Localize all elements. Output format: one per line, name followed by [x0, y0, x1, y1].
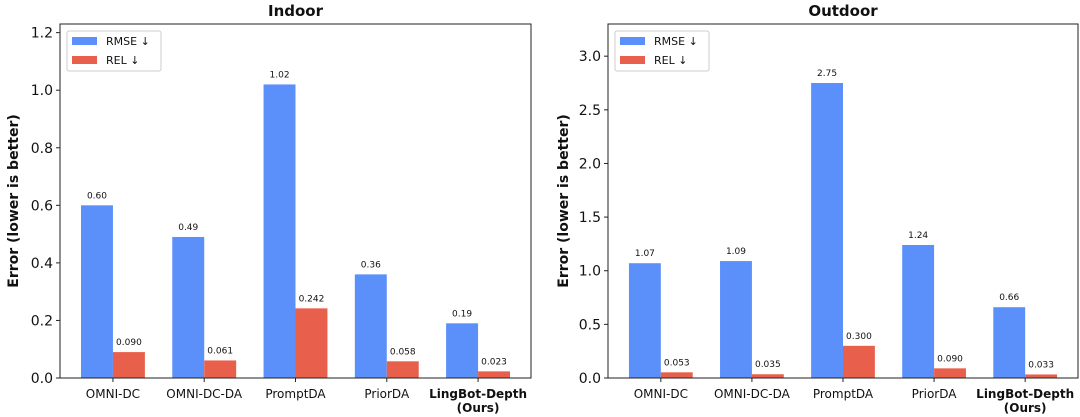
bar-rel: [843, 345, 875, 378]
legend: RMSE ↓ REL ↓: [66, 30, 162, 72]
y-axis-label: Error (lower is better): [6, 114, 22, 288]
x-tick-label: PriorDA: [364, 387, 410, 401]
data-label: 0.053: [664, 358, 690, 368]
legend-swatch: [620, 56, 645, 64]
x-tick-label: (Ours): [1004, 401, 1047, 415]
chart-title: Outdoor: [808, 2, 878, 20]
bar-rel: [295, 308, 328, 378]
bar-rmse: [172, 236, 205, 378]
y-tick-label: 1.0: [579, 264, 601, 280]
x-tick-label: OMNI-DC-DA: [714, 387, 791, 401]
chart-indoor: 0.60 0.49 1.02 0.36 0.19 0.090 0.061 0.242 0.058…: [6, 2, 532, 415]
data-label: 0.242: [299, 294, 325, 304]
data-label: 0.090: [116, 338, 142, 348]
x-tick-label: LingBot-Depth: [429, 387, 527, 401]
bar-rmse: [263, 84, 296, 378]
y-tick-label: 0.2: [31, 313, 53, 329]
y-tick-label: 0.0: [31, 371, 53, 387]
bar-rel: [478, 371, 511, 378]
bar-rmse: [993, 307, 1026, 378]
legend-swatch: [620, 37, 645, 45]
data-label: 0.66: [999, 293, 1019, 303]
bar-rmse: [354, 274, 387, 378]
y-tick-label: 1.0: [31, 83, 53, 99]
data-label: 0.035: [755, 360, 781, 370]
x-tick-label: PromptDA: [813, 387, 874, 401]
bar-rmse: [628, 263, 661, 378]
bar-rmse: [446, 323, 479, 378]
data-label: 0.60: [87, 191, 107, 201]
y-tick-label: 0.6: [31, 198, 53, 214]
y-tick-label: 0.4: [31, 256, 53, 272]
legend-label: REL ↓: [654, 54, 687, 67]
data-label: 1.24: [908, 231, 928, 241]
bar-rmse: [720, 261, 752, 378]
data-label: 0.023: [481, 357, 507, 367]
y-tick-label: 3.0: [579, 49, 601, 65]
bar-rel: [112, 352, 145, 378]
x-tick-label: PromptDA: [265, 387, 326, 401]
bar-rel: [386, 361, 419, 378]
y-tick-label: 1.5: [579, 210, 601, 226]
x-tick-label: OMNI-DC: [634, 387, 688, 401]
data-label: 0.49: [178, 223, 198, 233]
bar-rel: [204, 360, 237, 378]
bar-rmse: [902, 244, 935, 378]
data-label: 0.36: [361, 260, 381, 270]
x-tick-label: LingBot-Depth: [976, 387, 1074, 401]
x-tick-label: OMNI-DC: [86, 387, 140, 401]
bar-rel: [751, 374, 784, 378]
data-label: 1.09: [726, 247, 746, 257]
data-label: 0.033: [1028, 360, 1054, 370]
y-tick-label: 0.0: [579, 371, 601, 387]
x-tick-label: PriorDA: [912, 387, 958, 401]
bar-rel: [660, 372, 693, 378]
y-tick-label: 2.5: [579, 103, 601, 119]
data-label: 0.300: [846, 332, 872, 342]
legend-swatch: [72, 56, 97, 64]
bar-rmse: [811, 83, 843, 378]
bar-rmse: [80, 205, 113, 378]
data-label: 1.02: [270, 70, 290, 80]
legend-label: RMSE ↓: [106, 35, 150, 48]
y-tick-label: 0.5: [579, 317, 601, 333]
legend-swatch: [72, 37, 97, 45]
chart-outdoor: 1.07 1.09 2.75 1.24 0.66 0.053 0.035 0.300 0.090…: [556, 2, 1079, 415]
y-tick-label: 0.8: [31, 141, 53, 157]
y-tick-label: 1.2: [31, 26, 53, 42]
data-label: 0.058: [390, 347, 416, 357]
y-tick-label: 2.0: [579, 156, 601, 172]
y-axis-label: Error (lower is better): [556, 114, 572, 288]
data-label: 1.07: [635, 249, 655, 259]
bar-rel: [1025, 374, 1058, 378]
legend-label: RMSE ↓: [654, 35, 698, 48]
x-tick-label: OMNI-DC-DA: [166, 387, 243, 401]
data-label: 2.75: [817, 69, 837, 79]
data-label: 0.061: [207, 346, 233, 356]
bar-rel: [934, 368, 966, 378]
data-label: 0.19: [452, 309, 472, 319]
data-label: 0.090: [937, 354, 963, 364]
chart-title: Indoor: [268, 2, 324, 20]
legend-label: REL ↓: [106, 54, 139, 67]
legend: RMSE ↓ REL ↓: [614, 30, 710, 72]
x-tick-label: (Ours): [457, 401, 500, 415]
